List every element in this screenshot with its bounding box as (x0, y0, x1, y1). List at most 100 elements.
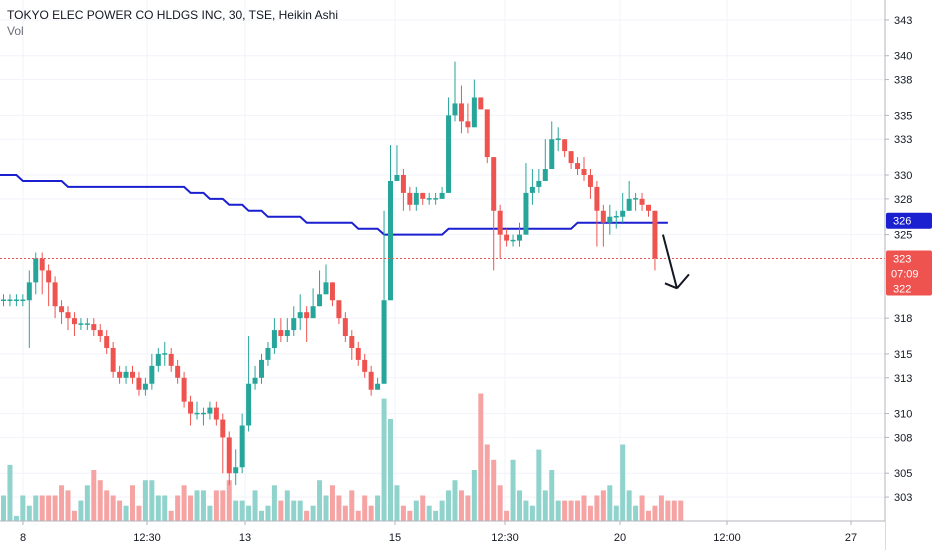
time-tick-label[interactable]: 8 (20, 532, 26, 544)
candle[interactable] (59, 300, 65, 325)
price-axis[interactable]: 343 340 338 335 333 330 328 325 318 315 313 310 308 3… (884, 0, 932, 550)
price-tick-label[interactable]: 305 (894, 468, 912, 480)
candle[interactable] (84, 318, 90, 331)
candle[interactable] (646, 204, 651, 217)
candle[interactable] (155, 347, 161, 372)
price-tick-label[interactable]: 313 (894, 373, 912, 385)
candle[interactable] (433, 192, 439, 205)
candle[interactable] (381, 210, 387, 384)
time-tick-label[interactable]: 27 (845, 532, 857, 544)
candle[interactable] (71, 312, 77, 337)
candle[interactable] (142, 377, 148, 396)
candle[interactable] (130, 365, 135, 384)
ma-value-badge[interactable]: 326 (886, 212, 932, 229)
candle[interactable] (504, 228, 510, 247)
candle[interactable] (13, 294, 19, 307)
time-axis[interactable]: 8 12:30 13 15 12:30 20 12:00 27 (0, 520, 885, 550)
candle[interactable] (297, 294, 303, 331)
candle[interactable] (426, 192, 432, 205)
candle[interactable] (336, 300, 342, 325)
candle[interactable] (413, 186, 419, 211)
candle[interactable] (626, 180, 632, 211)
candle[interactable] (471, 79, 477, 128)
candle[interactable] (549, 121, 555, 170)
candle[interactable] (452, 61, 458, 122)
candle[interactable] (600, 204, 606, 247)
candle[interactable] (175, 359, 181, 384)
candle[interactable] (517, 222, 522, 247)
time-tick-label[interactable]: 12:30 (133, 532, 161, 544)
candle[interactable] (375, 377, 381, 390)
candle[interactable] (239, 413, 245, 474)
price-tick-label[interactable]: 325 (894, 230, 912, 242)
candle[interactable] (639, 192, 645, 211)
price-tick-label[interactable]: 318 (894, 313, 912, 325)
candle[interactable] (407, 186, 413, 211)
time-tick-label[interactable]: 15 (389, 532, 401, 544)
candle[interactable] (194, 401, 200, 420)
candle[interactable] (400, 169, 406, 211)
candle[interactable] (213, 401, 219, 426)
price-tick-label[interactable]: 340 (894, 51, 912, 63)
candle[interactable] (613, 210, 619, 229)
price-tick-label[interactable]: 315 (894, 349, 912, 361)
candle[interactable] (478, 97, 484, 110)
candle[interactable] (368, 365, 374, 396)
candle[interactable] (233, 449, 239, 486)
candle[interactable] (104, 330, 110, 354)
candle[interactable] (310, 288, 316, 319)
candle[interactable] (259, 353, 264, 384)
candle[interactable] (620, 192, 626, 223)
candle[interactable] (226, 431, 232, 486)
candle[interactable] (484, 109, 490, 164)
candle[interactable] (542, 139, 548, 181)
candle[interactable] (555, 127, 561, 152)
price-tick-label[interactable]: 333 (894, 134, 912, 146)
candle[interactable] (575, 157, 581, 175)
price-tick-label[interactable]: 330 (894, 170, 912, 182)
candle[interactable] (355, 342, 361, 366)
candle[interactable] (587, 169, 593, 199)
candle[interactable] (78, 318, 84, 331)
candle[interactable] (46, 264, 52, 307)
candle[interactable] (465, 103, 471, 134)
candle[interactable] (529, 169, 535, 205)
candle[interactable] (317, 270, 323, 307)
price-tick-label[interactable]: 338 (894, 75, 912, 87)
candle[interactable] (271, 318, 277, 354)
candle[interactable] (162, 342, 168, 366)
symbol-title[interactable]: TOKYO ELEC POWER CO HLDGS INC, 30, TSE, … (7, 8, 338, 22)
candle[interactable] (594, 180, 600, 247)
candle[interactable] (581, 157, 587, 181)
candle[interactable] (207, 401, 213, 420)
candle[interactable] (200, 407, 206, 426)
candle[interactable] (7, 294, 13, 307)
candle[interactable] (20, 294, 26, 307)
candle[interactable] (342, 312, 348, 342)
candle[interactable] (26, 270, 32, 348)
price-tick-label[interactable]: 335 (894, 110, 912, 122)
candle[interactable] (420, 192, 426, 205)
candle[interactable] (284, 318, 290, 342)
candle[interactable] (220, 413, 226, 474)
candle[interactable] (458, 85, 464, 134)
candle[interactable] (652, 210, 658, 271)
candle[interactable] (568, 151, 574, 170)
candle[interactable] (168, 347, 174, 372)
candle[interactable] (446, 97, 452, 193)
candle[interactable] (349, 330, 355, 360)
price-tick-label[interactable]: 310 (894, 409, 912, 421)
candle[interactable] (323, 264, 329, 295)
candle[interactable] (607, 204, 613, 235)
candle[interactable] (497, 204, 503, 259)
candle[interactable] (304, 306, 310, 342)
candle[interactable] (291, 306, 297, 337)
candle[interactable] (536, 169, 542, 193)
price-tick-label[interactable]: 308 (894, 432, 912, 444)
time-tick-label[interactable]: 13 (239, 532, 251, 544)
candle[interactable] (65, 306, 71, 331)
candle[interactable] (117, 365, 123, 384)
candle[interactable] (394, 145, 400, 181)
